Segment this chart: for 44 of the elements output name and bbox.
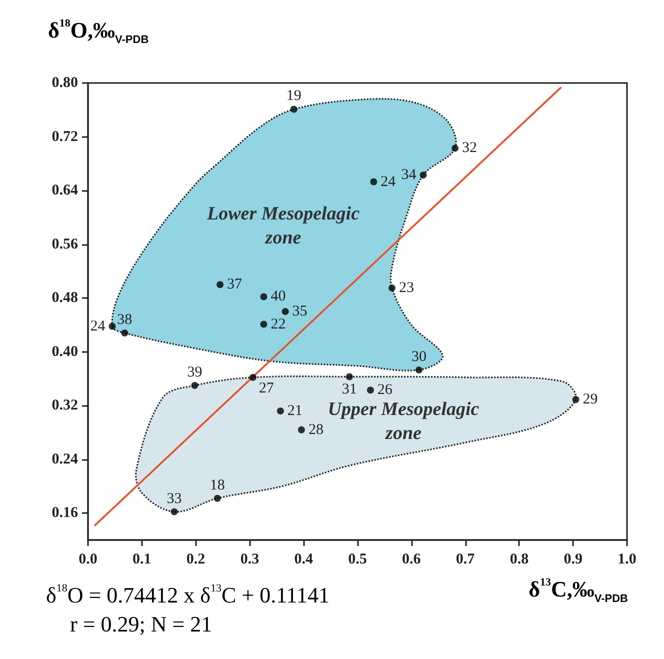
x-tick-label: 0.8 <box>510 552 529 568</box>
annotation: 19 <box>286 88 302 104</box>
annotation: 28 <box>308 422 324 438</box>
annotation: 31 <box>342 382 357 398</box>
annotation: 22 <box>270 316 286 332</box>
annotation: 40 <box>270 288 286 305</box>
series-label: Upper Mesopelagic zone <box>328 399 480 444</box>
x-tick-label: 0.1 <box>132 552 152 568</box>
annotation: 35 <box>292 304 308 320</box>
annotation: 39 <box>187 364 202 380</box>
x-tick-label: 0.6 <box>402 552 422 568</box>
y-tick-label: 0.72 <box>52 128 78 145</box>
x-tick-label: 0.3 <box>240 552 260 568</box>
annotation: 32 <box>462 140 478 156</box>
annotation: 23 <box>398 280 414 296</box>
annotation: 38 <box>117 312 132 328</box>
y-tick-label: 0.56 <box>52 236 78 252</box>
x-tick-label: 0.4 <box>294 552 314 568</box>
x-tick-label: 0.2 <box>186 552 206 568</box>
y-tick-label: 0.80 <box>52 75 78 91</box>
x-tick-label: 0.7 <box>456 552 476 568</box>
y-tick-label: 0.48 <box>52 290 78 306</box>
annotation: 21 <box>287 402 302 419</box>
annotation: 37 <box>227 276 243 293</box>
x-tick-label: 0.5 <box>348 552 367 568</box>
series-label: Lower Mesopelagic zone <box>206 203 360 248</box>
y-tick-label: 0.40 <box>52 344 78 360</box>
y-tick-label: 0.16 <box>52 505 78 522</box>
annotation: 24 <box>90 318 106 334</box>
annotation: 30 <box>411 348 426 365</box>
x-tick-label: 1.0 <box>618 552 636 568</box>
y-tick-label: 0.64 <box>52 182 78 199</box>
annotation: 24 <box>380 174 396 190</box>
y-tick-label: 0.24 <box>52 451 78 468</box>
annotation: 18 <box>210 477 225 494</box>
x-tick-label: 0.9 <box>564 552 582 568</box>
text: r = 0.29; N = 21 <box>70 612 212 636</box>
x-tick-label: 0.0 <box>78 552 98 568</box>
annotation: 26 <box>377 382 393 398</box>
annotation: 27 <box>258 380 274 396</box>
annotation: 33 <box>166 490 182 507</box>
y-tick-label: 0.32 <box>52 398 78 414</box>
annotation: 34 <box>401 167 417 184</box>
annotation: 29 <box>582 392 598 408</box>
